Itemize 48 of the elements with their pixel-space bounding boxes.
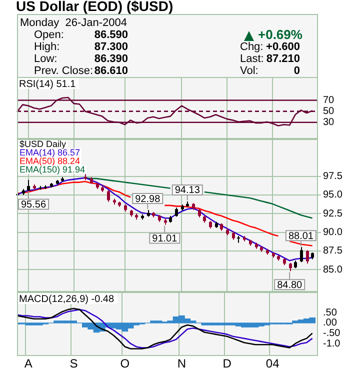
text: 86.590	[94, 29, 128, 41]
text: Chg:	[240, 41, 264, 53]
text: +0.69%	[258, 27, 302, 42]
text: 87.210	[266, 53, 300, 65]
text: 86.390	[94, 53, 128, 65]
y-tick-label: 30	[323, 117, 335, 128]
text: US Dollar (EOD) ($USD)	[16, 0, 174, 14]
annotation: 91.01	[152, 234, 178, 245]
y-tick-label: -1.0	[323, 338, 341, 350]
text: Low:	[34, 53, 58, 65]
annotation: 88.01	[288, 230, 314, 242]
y-tick-label: .50	[323, 307, 338, 318]
annotation: Prev. Close:	[34, 65, 94, 77]
annotation: 86.610	[94, 65, 128, 77]
text: High:	[34, 41, 60, 53]
text: +0.600	[266, 41, 300, 53]
y-tick-label: 95.0	[323, 190, 343, 201]
text: EMA(14) 86.57	[20, 147, 80, 158]
y-tick-label: .00	[323, 318, 338, 329]
text: Monday 26-Jan-2004	[20, 17, 128, 29]
x-tick-label: D	[222, 356, 232, 371]
annotation: Vol:	[240, 65, 258, 77]
annotation: 84.80	[277, 280, 303, 291]
y-tick-label: -.50	[323, 328, 341, 340]
chart-title: RSI(14) 51.1	[19, 78, 76, 90]
chart-title: MACD(12,26,9) -0.48	[19, 294, 114, 305]
y-tick-label: 92.5	[323, 208, 343, 220]
text: Open:	[34, 29, 64, 41]
y-tick-label: 87.5	[323, 246, 343, 257]
x-tick-label: S	[70, 356, 78, 371]
y-tick-label: 90.0	[323, 227, 343, 238]
annotation: 0	[294, 65, 300, 77]
text: 87.300	[94, 41, 128, 53]
annotation: 94.13	[174, 185, 200, 196]
series-label: EMA(150) 91.94	[20, 164, 86, 174]
annotation: 95.56	[21, 200, 46, 211]
y-tick-label: 85.0	[323, 264, 343, 276]
x-tick-label: 04	[266, 356, 280, 371]
legend-title: $USD Daily	[20, 138, 67, 149]
x-tick-label: A	[24, 356, 32, 371]
y-tick-label: 97.5	[323, 171, 343, 182]
y-tick-label: 70	[323, 95, 335, 106]
x-tick-label: N	[177, 356, 186, 371]
x-tick-label: O	[120, 356, 130, 371]
series-label: EMA(50) 88.24	[20, 156, 80, 166]
y-tick-label: 50	[323, 106, 335, 118]
text: Last:	[240, 53, 264, 65]
annotation: 92.98	[135, 194, 161, 205]
